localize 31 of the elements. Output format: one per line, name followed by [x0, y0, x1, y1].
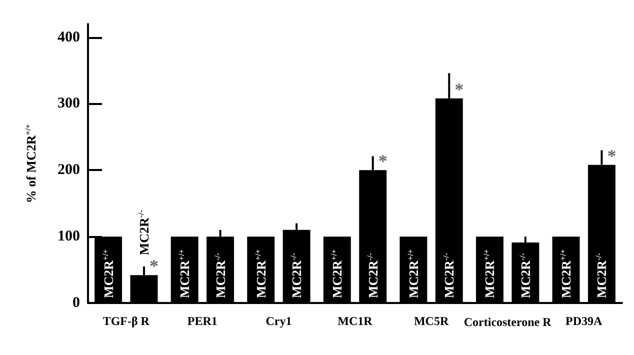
x-tick-label: MC5R [414, 314, 449, 328]
y-tick-label: 0 [72, 295, 80, 311]
data-label: MC2R+/+ [558, 248, 574, 298]
data-label: MC2R-/- [212, 252, 228, 298]
y-tick-label: 100 [58, 228, 80, 245]
annotation: * [378, 151, 388, 172]
data-label: MC2R+/+ [406, 248, 421, 298]
x-tick-label: MC1R [338, 314, 373, 328]
data-label: MC2R-/- [136, 210, 152, 256]
data-label: MC2R+/+ [100, 248, 116, 298]
data-label: MC2R+/+ [177, 248, 192, 298]
annotation: * [149, 256, 158, 276]
data-label: MC2R-/- [365, 252, 380, 298]
x-tick-label: Corticosterone R [464, 315, 552, 329]
data-label: MC2R+/+ [253, 248, 268, 298]
annotation: * [607, 146, 616, 166]
annotation: * [454, 79, 464, 100]
y-tick-label: 300 [58, 96, 80, 112]
data-label: MC2R-/- [594, 252, 610, 298]
y-tick-label: 200 [58, 162, 80, 178]
x-tick-label: Cry1 [266, 314, 292, 328]
y-tick-label: 400 [58, 29, 80, 46]
data-label: MC2R-/- [518, 252, 533, 298]
x-tick-label: PER1 [187, 314, 218, 328]
data-label: MC2R+/+ [330, 248, 345, 298]
x-tick-label: TGF-β R [102, 314, 150, 328]
y-axis-title: % of MC2R+/+ [24, 123, 38, 204]
data-label: MC2R+/+ [482, 248, 498, 298]
data-label: MC2R-/- [442, 252, 457, 298]
x-tick-label: PD39A [566, 314, 603, 328]
data-label: MC2R-/- [289, 252, 304, 298]
